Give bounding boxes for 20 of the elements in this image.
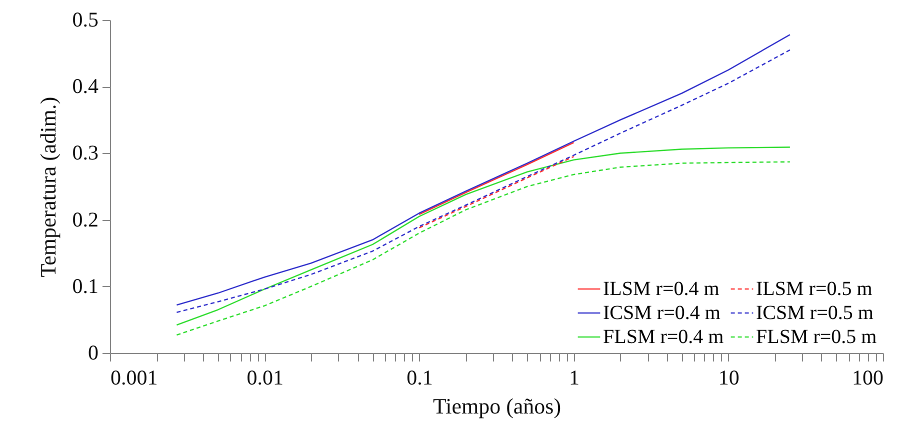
- x-tick-label: 100: [852, 366, 884, 390]
- legend-label: ICSM r=0.4 m: [603, 302, 721, 324]
- x-axis-title: Tiempo (años): [432, 394, 562, 418]
- x-tick-label: 0.01: [246, 366, 284, 390]
- x-tick-label: 10: [718, 366, 740, 390]
- y-tick-label: 0.2: [72, 207, 98, 232]
- y-tick-label: 0.1: [72, 274, 98, 298]
- y-tick-label: 0.4: [72, 74, 99, 98]
- y-axis-title: Temperatura (adim.): [35, 96, 60, 278]
- y-tick-label: 0.3: [72, 140, 98, 165]
- legend-label: ICSM r=0.5 m: [756, 302, 874, 324]
- legend-label: FLSM r=0.5 m: [756, 326, 878, 348]
- x-tick-label: 1: [569, 366, 580, 390]
- y-tick-label: 0.5: [72, 8, 98, 32]
- y-tick-label: 0: [88, 340, 98, 364]
- legend-label: ILSM r=0.5 m: [756, 278, 873, 300]
- x-tick-label: 0.1: [406, 366, 433, 390]
- x-tick-label: 0.001: [110, 366, 158, 390]
- legend-label: ILSM r=0.4 m: [603, 278, 720, 300]
- legend-label: FLSM r=0.4 m: [603, 326, 724, 348]
